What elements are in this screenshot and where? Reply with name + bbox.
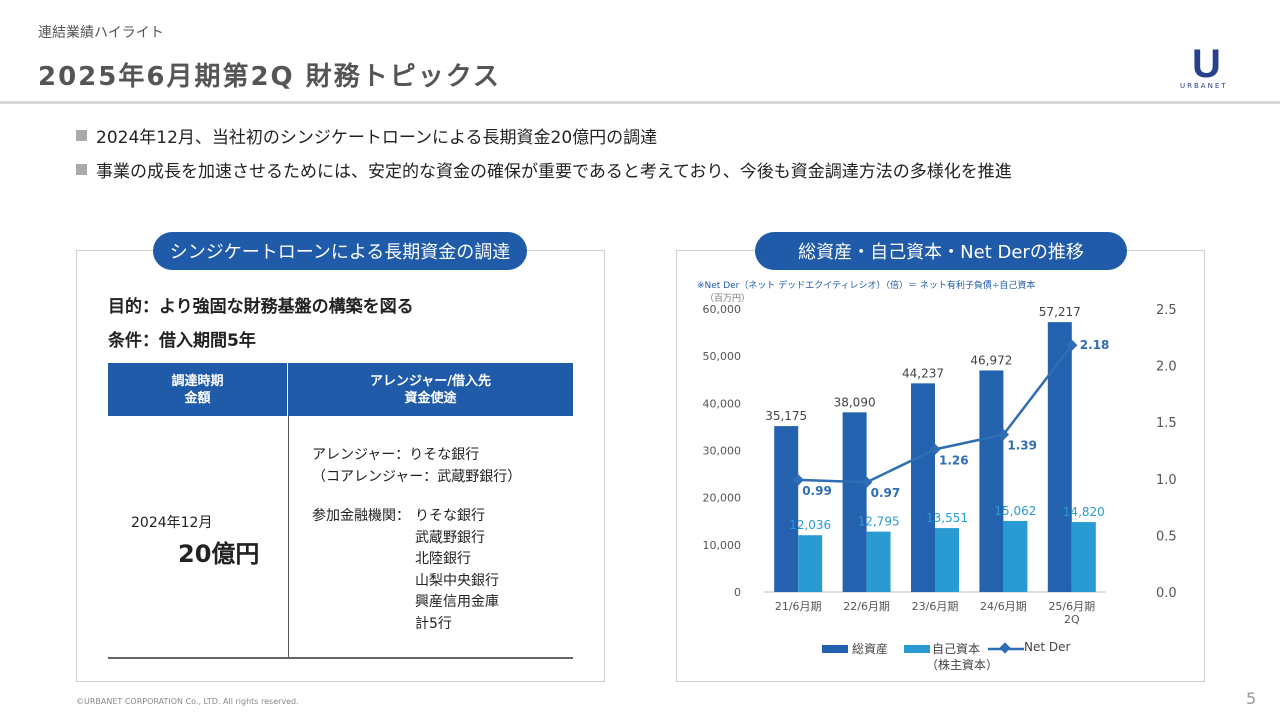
bar-label-total-assets: 57,217 [1039,305,1081,319]
y-right-tick-label: 1.0 [1156,473,1177,488]
y-right-tick-label: 1.5 [1156,416,1177,431]
y-left-tick-label: 30,000 [703,445,742,458]
header-use-label: 資金使途 [404,390,456,407]
bar-equity [867,532,891,592]
table-header-col2: アレンジャー/借入先 資金使途 [288,363,573,416]
bar-label-total-assets: 46,972 [970,353,1012,367]
y-left-tick-label: 0 [734,586,741,599]
bullet-item: 2024年12月、当社初のシンジケートローンによる長期資金20億円の調達 [76,123,657,148]
table-header-col1: 調達時期 金額 [108,363,288,416]
bar-total-assets [979,370,1003,592]
participant-total: 計5行 [415,613,452,633]
y-right-tick-label: 0.0 [1156,586,1177,601]
loan-table-header: 調達時期 金額 アレンジャー/借入先 資金使途 [108,363,573,416]
x-tick-label: 25/6月期 [1048,600,1095,613]
bar-label-equity: 13,551 [926,511,968,525]
netder-label: 1.39 [1007,439,1037,453]
copyright: ©URBANET CORPORATION Co., LTD. All right… [76,697,299,706]
y-left-tick-label: 20,000 [703,492,742,505]
loan-amount: 20億円 [178,534,259,569]
header-date-label: 調達時期 [171,373,223,390]
loan-purpose: 目的：より強固な財務基盤の構築を図る [108,292,414,317]
y-left-tick-label: 60,000 [703,303,742,316]
bar-label-total-assets: 38,090 [834,395,876,409]
y-left-tick-label: 50,000 [703,350,742,363]
bullet-text: 事業の成長を加速させるためには、安定的な資金の確保が重要であると考えており、今後… [96,157,1012,182]
bar-label-equity: 12,036 [789,518,831,532]
bullet-item: 事業の成長を加速させるためには、安定的な資金の確保が重要であると考えており、今後… [76,157,1012,182]
header-lender-label: アレンジャー/借入先 [370,373,491,390]
x-tick-label: 24/6月期 [980,600,1027,613]
bar-equity [935,528,959,592]
table-column-divider [288,416,289,658]
legend-label-netder: Net Der [1024,640,1070,654]
participant-bank: 北陸銀行 [415,548,471,568]
company-logo: U URBANET [1178,44,1244,94]
bar-label-total-assets: 35,175 [765,409,807,423]
bullet-square-icon [76,164,87,175]
legend-swatch-asset [822,645,848,653]
netder-label: 2.18 [1080,338,1110,352]
bar-label-equity: 14,820 [1063,505,1105,519]
page-number: 5 [1246,689,1256,708]
table-bottom-rule [108,657,573,659]
bar-equity [1072,522,1096,592]
title-divider [0,101,1280,104]
logo-mark-icon: U [1192,42,1221,87]
logo-text: URBANET [1180,82,1228,90]
participant-bank: 武蔵野銀行 [415,527,485,547]
legend-swatch-netder [988,642,1024,656]
participant-bank: 興産信用金庫 [415,591,499,611]
bar-label-total-assets: 44,237 [902,366,944,380]
x-tick-label: 22/6月期 [843,600,890,613]
bar-equity [798,535,822,592]
chart-panel-title: 総資産・自己資本・Net Derの推移 [755,232,1127,270]
bar-total-assets [843,412,867,592]
participants-label: 参加金融機関： [312,505,410,525]
bar-label-equity: 12,795 [858,515,900,529]
loan-condition: 条件：借入期間5年 [108,326,256,351]
slide-title: 2025年6月期第2Q 財務トピックス [38,56,501,93]
netder-label: 0.97 [871,486,901,500]
x-tick-label: 23/6月期 [912,600,959,613]
bullet-text: 2024年12月、当社初のシンジケートローンによる長期資金20億円の調達 [96,123,657,148]
loan-panel-title: シンジケートローンによる長期資金の調達 [153,232,527,270]
y-left-tick-label: 10,000 [703,539,742,552]
bar-label-equity: 15,062 [994,504,1036,518]
bullet-square-icon [76,130,87,141]
arranger: アレンジャー：りそな銀行 [312,444,479,464]
participant-bank: 山梨中央銀行 [415,570,499,590]
y-left-tick-label: 40,000 [703,397,742,410]
y-right-tick-label: 2.5 [1156,303,1177,318]
loan-date: 2024年12月 [131,512,212,532]
header-amount-label: 金額 [184,390,210,407]
section-label: 連結業績ハイライト [38,22,164,42]
netder-note: ※Net Der（ネット デッドエクイティレシオ）（倍）＝ ネット有利子負債÷自… [697,278,1035,291]
bar-total-assets [774,426,798,592]
bar-total-assets [911,383,935,592]
legend-label-asset: 総資産 [852,640,888,657]
asset-equity-netder-chart: 0 10,000 20,000 30,000 40,000 50,000 60,000 0.0… [686,296,1186,636]
legend-swatch-equity [904,645,930,653]
bar-equity [1003,521,1027,592]
legend-label-equity: 自己資本 [932,640,980,657]
x-tick-label: 21/6月期 [775,600,822,613]
participant-bank: りそな銀行 [415,505,485,525]
co-arranger: （コアレンジャー：武蔵野銀行） [312,466,521,486]
x-tick-label: 2Q [1064,613,1080,626]
y-right-tick-label: 2.0 [1156,360,1177,375]
netder-label: 0.99 [802,484,832,498]
legend-label-equity-sub: （株主資本） [926,656,998,673]
netder-label: 1.26 [939,453,969,467]
y-right-tick-label: 0.5 [1156,529,1177,544]
